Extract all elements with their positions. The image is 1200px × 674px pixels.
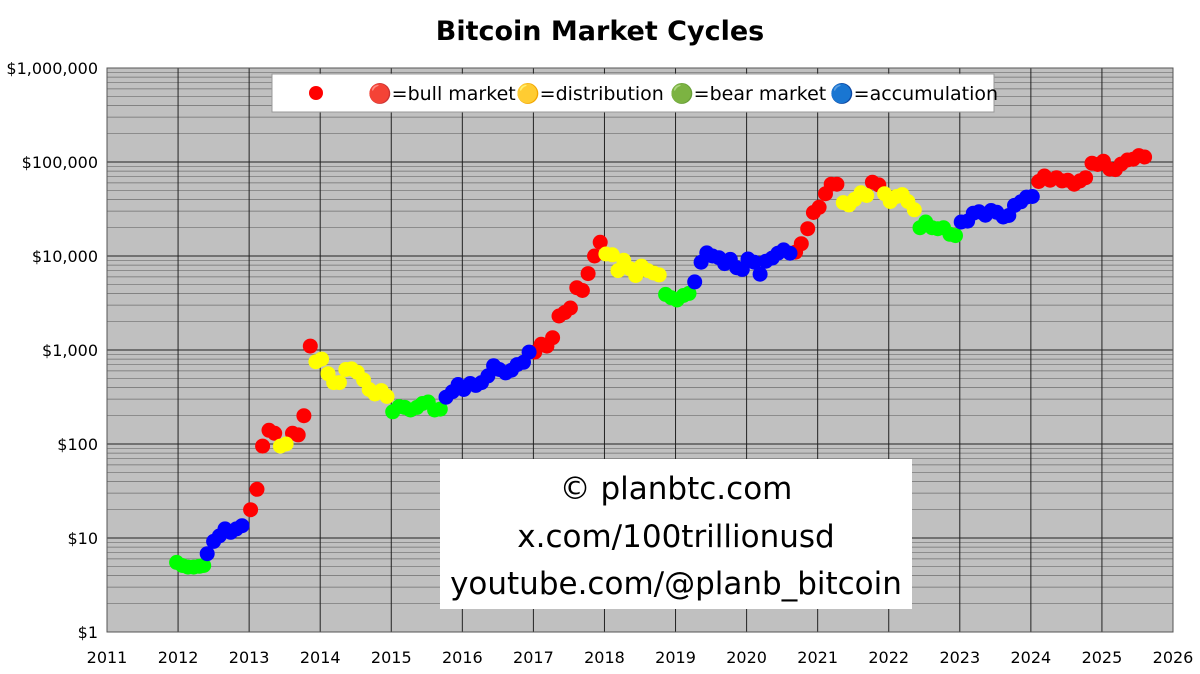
data-point [562, 300, 578, 316]
data-point [331, 375, 347, 391]
data-point [199, 546, 215, 562]
data-point [314, 351, 330, 367]
data-point [687, 274, 703, 290]
y-axis: $1 $10 $100 $1,000 $10,000 $100,000 $1,000,000 [6, 59, 98, 642]
y-tick-label: $100,000 [22, 153, 98, 172]
x-tick-label: 2026 [1153, 648, 1194, 667]
data-point [302, 338, 318, 354]
data-point [859, 188, 875, 203]
legend-entries: 🔴=bull market 🟡=distribution 🟢=bear market… [368, 82, 998, 105]
data-point [906, 202, 922, 218]
legend-entry: 🟢=bear market [670, 82, 826, 105]
credit-line-3: youtube.com/@planb_bitcoin [450, 566, 902, 602]
legend-entry: 🔴=bull market [368, 82, 516, 105]
data-point [545, 330, 561, 346]
y-tick-label: $100 [57, 435, 98, 454]
x-tick-label: 2019 [655, 648, 696, 667]
data-point [521, 344, 537, 360]
x-axis: 2011 2012 2013 2014 2015 2016 2017 2018 2019 2020… [87, 648, 1194, 667]
data-point [196, 558, 212, 573]
data-point [800, 221, 816, 237]
data-point [249, 481, 265, 497]
x-tick-label: 2015 [371, 648, 412, 667]
x-tick-label: 2022 [868, 648, 909, 667]
credit-box: © planbtc.com x.com/100trillionusd youtu… [440, 459, 912, 609]
x-tick-label: 2025 [1082, 648, 1123, 667]
data-point [651, 267, 667, 283]
data-point [255, 438, 271, 454]
x-tick-label: 2017 [513, 648, 554, 667]
y-tick-label: $10 [67, 529, 98, 548]
data-point [746, 254, 762, 270]
data-point [290, 427, 306, 443]
data-point [811, 199, 827, 215]
x-tick-label: 2020 [726, 648, 767, 667]
plot-border [106, 67, 1174, 633]
x-tick-label: 2021 [797, 648, 838, 667]
data-point [592, 234, 608, 250]
credit-box-background [440, 459, 912, 609]
data-point [681, 285, 697, 301]
y-tick-label: $1,000 [42, 341, 98, 360]
x-tick-label: 2014 [300, 648, 341, 667]
data-point [278, 436, 294, 452]
legend-entry: 🟡=distribution [516, 82, 664, 105]
y-tick-label: $10,000 [32, 247, 98, 266]
data-point [1078, 170, 1094, 186]
data-point [379, 389, 395, 404]
data-point [574, 283, 590, 298]
x-tick-label: 2012 [158, 648, 199, 667]
data-point [604, 247, 620, 263]
legend-marker [309, 86, 323, 100]
data-point [587, 248, 602, 264]
data-point [296, 408, 312, 424]
data-point [1024, 189, 1040, 204]
chart-title: Bitcoin Market Cycles [436, 16, 764, 47]
data-point [793, 236, 809, 252]
x-tick-label: 2011 [87, 648, 128, 667]
data-point [267, 425, 283, 441]
legend-entry: 🔵=accumulation [830, 82, 998, 105]
data-point [829, 176, 845, 192]
data-points [169, 148, 1153, 575]
x-tick-label: 2013 [229, 648, 270, 667]
x-tick-label: 2018 [584, 648, 625, 667]
data-point [752, 266, 768, 282]
legend-box [271, 73, 995, 113]
legend: 🔴=bull market 🟡=distribution 🟢=bear market… [271, 73, 998, 113]
data-point [782, 245, 798, 261]
credit-line-1: © planbtc.com [560, 471, 793, 507]
data-point [580, 266, 596, 282]
credit-line-2: x.com/100trillionusd [517, 519, 834, 555]
x-tick-label: 2023 [939, 648, 980, 667]
x-tick-label: 2024 [1011, 648, 1052, 667]
data-point [1137, 149, 1153, 165]
y-tick-label: $1 [78, 623, 98, 642]
data-point [234, 518, 250, 534]
data-point [948, 228, 963, 244]
data-point [432, 401, 448, 417]
x-tick-label: 2016 [442, 648, 483, 667]
y-tick-label: $1,000,000 [6, 59, 98, 78]
data-point [243, 502, 259, 518]
